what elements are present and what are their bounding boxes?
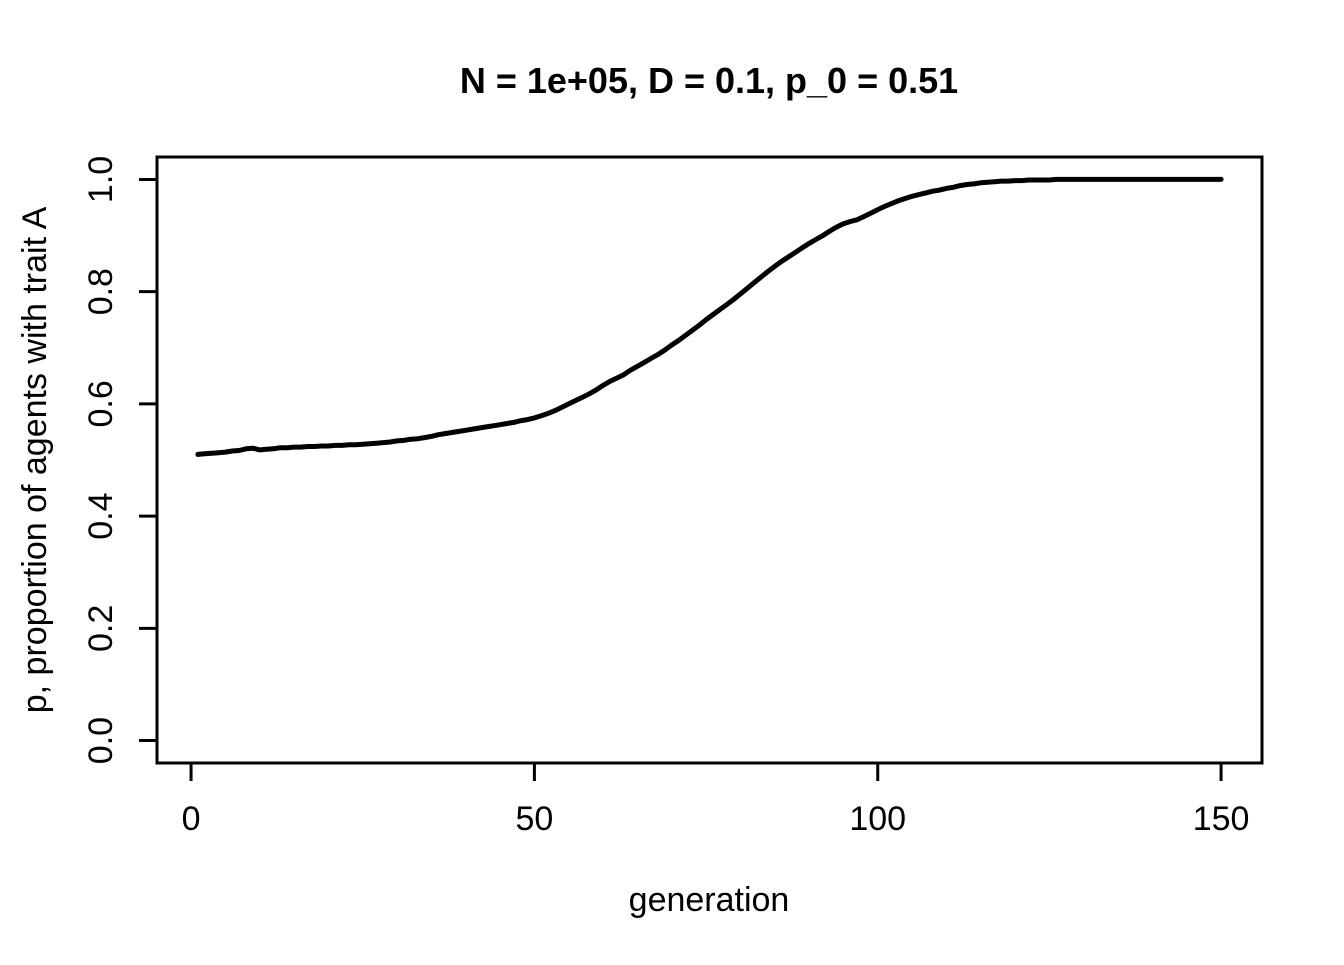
plot-box xyxy=(155,155,1264,765)
y-tick-label: 0.2 xyxy=(82,605,120,652)
y-axis-label: p, proportion of agents with trait A xyxy=(16,206,54,713)
y-tick-label: 0.8 xyxy=(82,268,120,315)
x-tick-label: 150 xyxy=(1193,800,1250,838)
y-tick-label: 0.6 xyxy=(82,380,120,427)
chart-title: N = 1e+05, D = 0.1, p_0 = 0.51 xyxy=(460,60,958,101)
x-tick-label: 100 xyxy=(849,800,906,838)
y-tick-label: 0.0 xyxy=(82,717,120,764)
y-tick-label: 0.4 xyxy=(82,492,120,539)
x-axis-label: generation xyxy=(629,881,790,919)
y-tick-label: 1.0 xyxy=(82,156,120,203)
data-series xyxy=(195,176,1224,457)
axis-ticks: 0 50 100 150 0.0 0.2 0.4 0.6 0.8 1.0 xyxy=(82,156,1249,838)
x-tick-label: 50 xyxy=(515,800,553,838)
data-series-line xyxy=(195,176,1224,457)
x-tick-label: 0 xyxy=(182,800,201,838)
